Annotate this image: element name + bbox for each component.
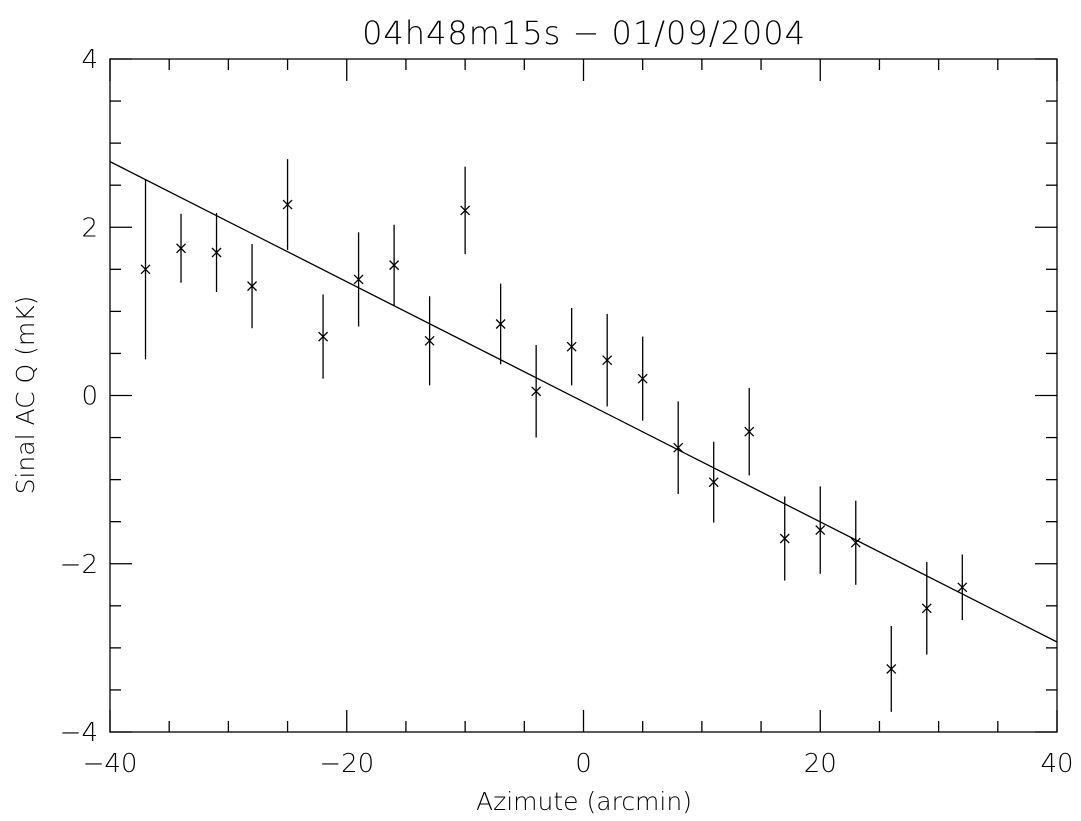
data-point — [886, 663, 897, 674]
data-point — [850, 537, 861, 548]
data-point — [531, 386, 542, 397]
data-point — [673, 442, 684, 453]
x-axis-title: Azimute (arcmin) — [476, 787, 692, 816]
data-point-stroke — [886, 663, 897, 674]
data-point-stroke — [957, 582, 968, 593]
chart-title: 04h48m15s − 01/09/2004 — [362, 14, 806, 52]
data-point — [602, 355, 613, 366]
data-point-stroke — [815, 525, 826, 536]
data-point-stroke — [495, 319, 506, 329]
data-point — [424, 335, 435, 346]
y-axis-title: Sinal AC Q (mK) — [11, 296, 40, 495]
data-point-stroke — [779, 533, 790, 544]
data-point — [460, 205, 471, 216]
data-point-stroke — [744, 426, 755, 437]
x-tick-label: −20 — [319, 749, 374, 779]
fit-line — [110, 161, 1057, 643]
data-point-stroke — [176, 243, 186, 254]
y-tick-label: 0 — [81, 382, 98, 412]
y-tick-label: 2 — [81, 213, 98, 243]
data-point — [389, 260, 400, 271]
data-point-stroke — [460, 205, 471, 216]
y-tick-label: −4 — [60, 718, 98, 748]
data-point-stroke — [247, 281, 258, 292]
data-point-stroke — [531, 386, 542, 397]
data-point — [247, 281, 258, 292]
x-tick-label: 40 — [1040, 749, 1073, 779]
data-point-stroke — [637, 373, 648, 384]
data-point — [495, 319, 506, 329]
y-tick-label: 4 — [81, 45, 98, 75]
data-point — [353, 274, 364, 285]
y-tick-label: −2 — [60, 550, 98, 580]
data-point — [779, 533, 790, 544]
data-point-stroke — [921, 603, 932, 614]
data-point — [744, 426, 755, 437]
data-point-stroke — [602, 355, 613, 366]
data-point — [140, 264, 151, 275]
data-point — [957, 582, 968, 593]
data-point-stroke — [282, 199, 293, 210]
data-point — [815, 525, 826, 536]
data-point-stroke — [424, 335, 435, 346]
data-point — [318, 331, 329, 342]
data-point-stroke — [211, 247, 222, 258]
x-tick-label: 0 — [575, 749, 592, 779]
data-point-stroke — [389, 260, 400, 271]
data-point — [708, 477, 719, 488]
data-point — [176, 243, 186, 254]
data-point — [637, 373, 648, 384]
data-point-stroke — [708, 477, 719, 488]
x-tick-label: 20 — [804, 749, 837, 779]
plot-frame — [109, 58, 1058, 733]
data-point — [282, 199, 293, 210]
data-point-stroke — [353, 274, 364, 285]
data-point — [211, 247, 222, 258]
data-point — [566, 341, 577, 352]
data-point-stroke — [673, 442, 684, 453]
data-point-stroke — [566, 341, 577, 352]
data-point-stroke — [850, 537, 861, 548]
x-tick-label: −40 — [83, 749, 138, 779]
data-point-stroke — [318, 331, 329, 342]
data-point — [921, 603, 932, 614]
data-point-stroke — [140, 264, 151, 275]
